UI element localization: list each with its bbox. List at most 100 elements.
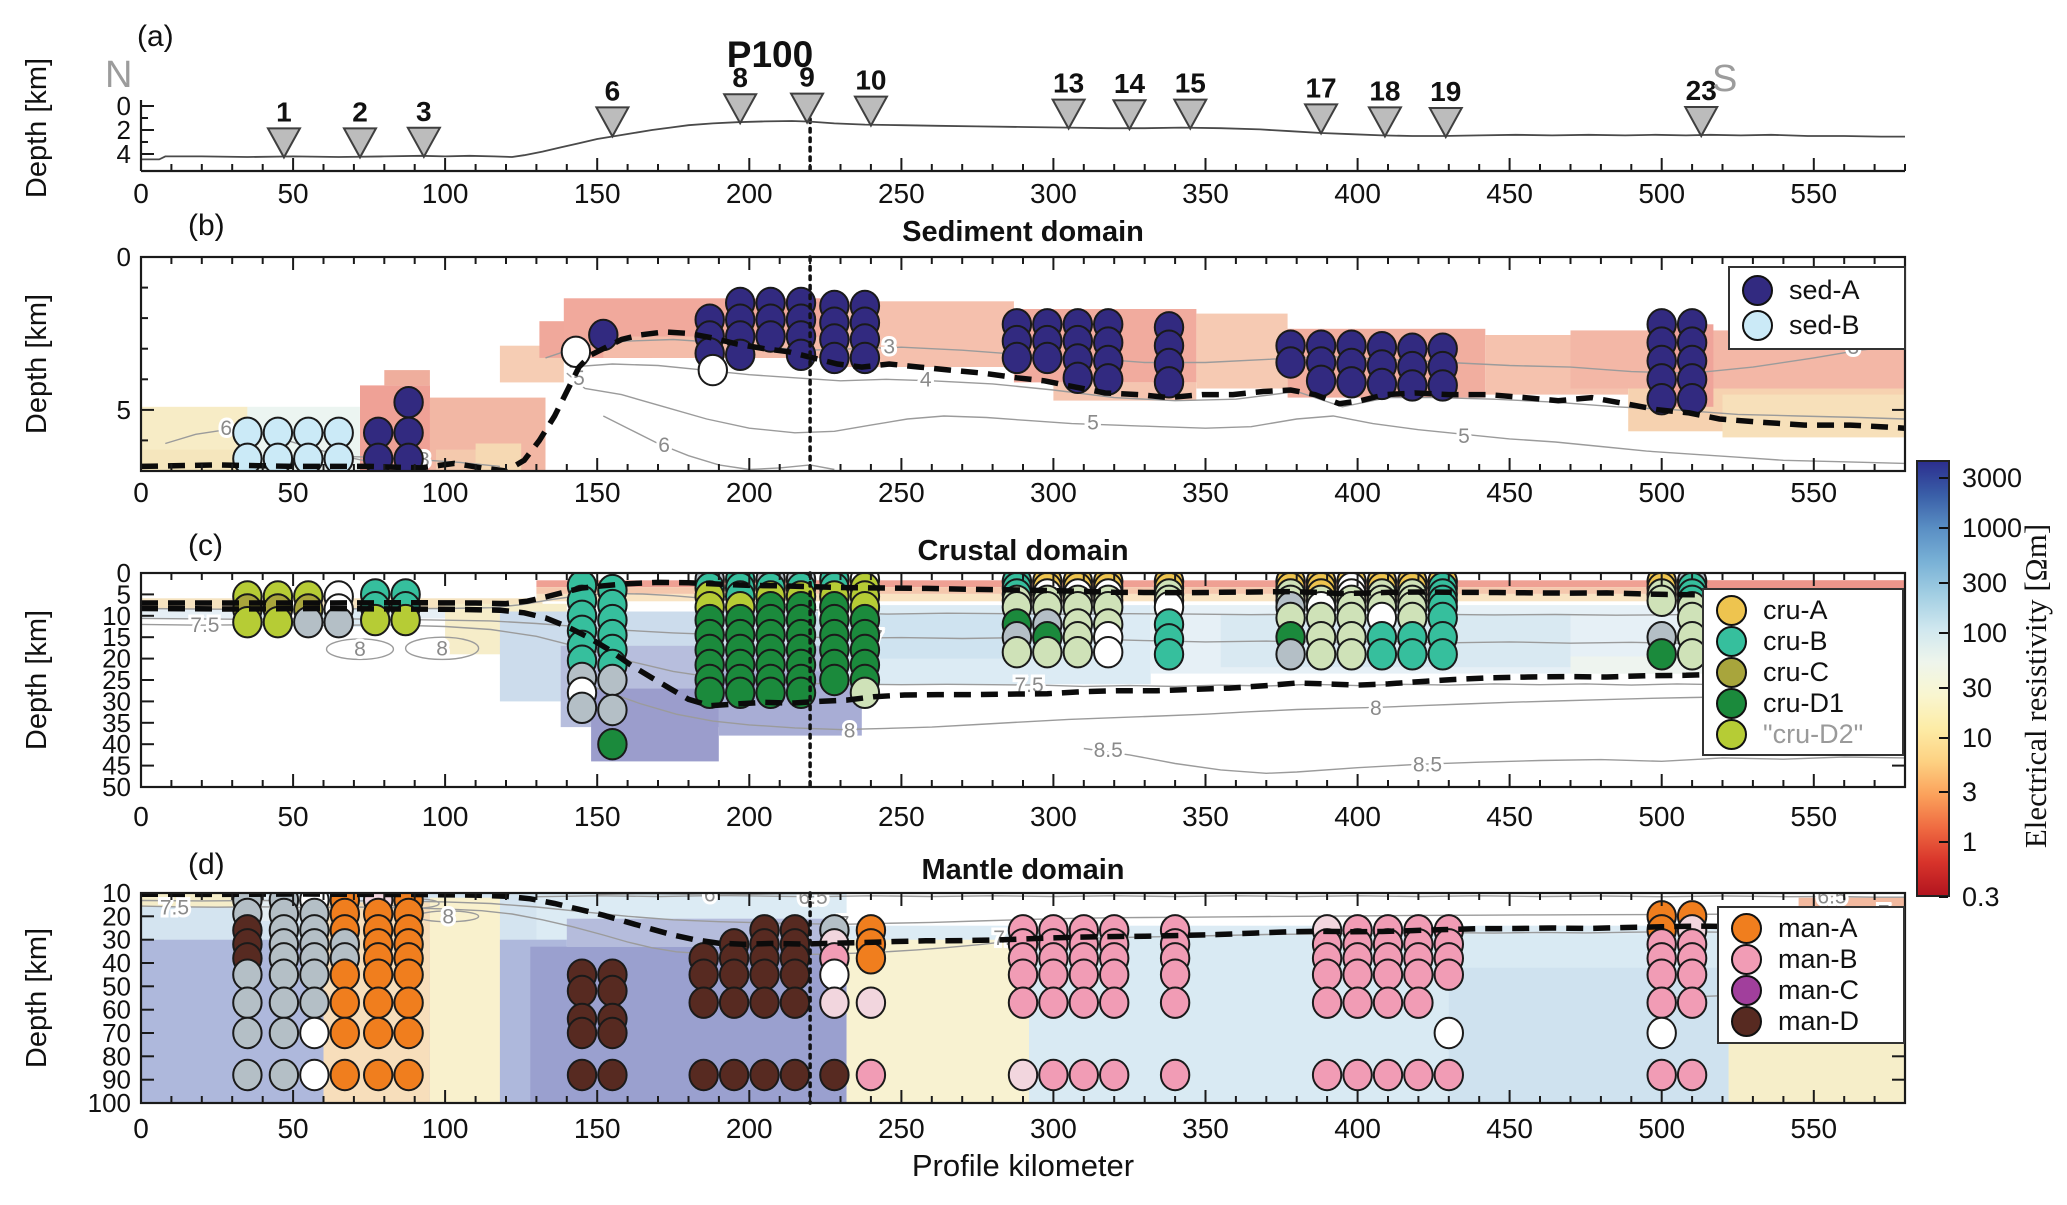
y-tick-label: 30 xyxy=(102,686,131,716)
pick-circle-sed-A xyxy=(725,338,756,371)
legend-label: cru-C xyxy=(1763,657,1829,687)
x-tick-label: 150 xyxy=(574,477,621,508)
boundary-dashed-line xyxy=(141,893,1905,948)
pick-circle-man-A xyxy=(329,1058,360,1092)
x-tick-label: 500 xyxy=(1638,477,1685,508)
resistivity-patch xyxy=(429,897,500,1103)
pick-circle-cru-D1 xyxy=(819,663,850,697)
pick-circle-open xyxy=(1646,1016,1677,1050)
legend-mantle: man-A man-B man-C man-D xyxy=(1717,906,1905,1044)
legend-item-sed-B: sed-B xyxy=(1742,310,1892,341)
y-tick-label: 5 xyxy=(117,395,131,425)
pick-circle-man-D xyxy=(566,1016,598,1050)
pick-circle-sed-A xyxy=(819,341,850,375)
resistivity-patch xyxy=(1196,313,1288,389)
contour-line xyxy=(566,372,1905,465)
station-number: 15 xyxy=(1175,68,1206,99)
panel-c-ylabel: Depth [km] xyxy=(21,609,53,751)
legend-item-sed-A: sed-A xyxy=(1742,275,1892,306)
pick-circle-man-D xyxy=(779,1058,811,1092)
pick-circle-sed-B xyxy=(262,442,294,471)
y-tick-label: 5 xyxy=(117,579,131,609)
pick-circle-man-D xyxy=(718,1058,750,1092)
station-number: 23 xyxy=(1686,75,1717,106)
legend-item-cru-B: cru-B xyxy=(1716,626,1890,657)
y-tick-label: 80 xyxy=(102,1041,131,1071)
legend-label: man-D xyxy=(1778,1006,1860,1036)
man-B-swatch-icon xyxy=(1731,944,1762,975)
colorbar-tick-label: 300 xyxy=(1962,568,2008,599)
pick-circle-gray xyxy=(293,606,324,639)
colorbar-tick xyxy=(1939,896,1948,898)
legend-item-cru-D2: "cru-D2" xyxy=(1716,719,1890,750)
x-tick-label: 250 xyxy=(878,1113,925,1144)
contour-label: 7.5 xyxy=(190,614,219,637)
colorbar-tick-label: 3000 xyxy=(1962,463,2023,494)
contour-line xyxy=(566,675,1905,731)
pick-circle-sed-B xyxy=(232,442,263,471)
legend-sediment: sed-A sed-B xyxy=(1728,266,1906,350)
contour-label: 8 xyxy=(844,720,856,743)
station-number: 19 xyxy=(1430,76,1461,107)
pick-circle-sed-A xyxy=(393,386,424,419)
y-tick-label: 30 xyxy=(102,925,131,955)
contour-label: 8 xyxy=(442,905,454,928)
x-tick-label: 400 xyxy=(1334,178,1381,209)
pick-circle-man-B xyxy=(1646,986,1677,1019)
pick-circle-man-B xyxy=(1403,1058,1434,1092)
pick-circle-paleP xyxy=(1007,1058,1039,1092)
y-tick-label: 35 xyxy=(102,708,131,738)
contour-label: 7.5 xyxy=(160,896,189,919)
x-tick-label: 150 xyxy=(574,1113,621,1144)
panel-d-ylabel: Depth [km] xyxy=(21,927,53,1069)
contour-label: 8 xyxy=(354,638,366,661)
pick-circle-cru-D1 xyxy=(1646,638,1677,671)
pick-circle-man-A xyxy=(329,1016,360,1050)
pick-circle-man-A xyxy=(393,958,424,991)
y-tick-label: 40 xyxy=(102,948,131,978)
x-tick-label: 250 xyxy=(878,801,925,832)
pick-circle-cru-D2 xyxy=(360,603,391,637)
y-tick-label: 20 xyxy=(102,644,131,674)
panel-d-letter: (d) xyxy=(188,848,225,881)
colorbar-tick xyxy=(1939,736,1948,739)
x-tick-label: 100 xyxy=(422,801,469,832)
pick-circle-cru-B xyxy=(1153,638,1185,671)
legend-label: "cru-D2" xyxy=(1763,719,1864,749)
colorbar-title: Electrical resistivity [Ωm] xyxy=(2018,523,2053,849)
man-D-swatch-icon xyxy=(1731,1006,1762,1037)
pick-circle-man-B xyxy=(1646,1058,1677,1092)
pick-circle-gray xyxy=(232,1058,263,1092)
pick-circle-man-D xyxy=(718,986,750,1019)
boundary-dashed-line xyxy=(141,579,1905,607)
panel-a-ylabel: Depth [km] xyxy=(21,57,53,199)
pick-circle-gray xyxy=(597,693,628,727)
panel-b: 3334555660501001502002503003504004505005… xyxy=(117,242,1907,508)
x-axis-label: Profile kilometer xyxy=(911,1148,1135,1183)
pick-circle-man-B xyxy=(1311,1058,1343,1092)
x-tick-label: 550 xyxy=(1790,477,1837,508)
station-triangle-icon xyxy=(594,106,631,139)
pick-circle-gray xyxy=(232,986,263,1019)
pick-circle-pale xyxy=(1062,636,1094,669)
y-tick-label: 0 xyxy=(117,91,131,121)
contour-label: 8.5 xyxy=(1094,739,1123,762)
colorbar-tick xyxy=(1939,527,1948,530)
legend-label: sed-B xyxy=(1789,310,1860,340)
station-number: 2 xyxy=(352,96,368,127)
pick-circle-man-A xyxy=(393,1016,424,1050)
y-tick-label: 70 xyxy=(102,1018,131,1048)
pick-circle-open xyxy=(560,335,592,368)
pick-circle-man-D xyxy=(566,1058,598,1092)
x-tick-label: 500 xyxy=(1638,1113,1685,1144)
x-tick-label: 100 xyxy=(422,1113,469,1144)
station-number: 6 xyxy=(605,75,621,106)
pick-circle-sed-A xyxy=(1366,367,1398,401)
station-triangle-icon xyxy=(266,127,302,160)
pick-circle-cru-D2 xyxy=(390,603,421,637)
pick-circle-man-B xyxy=(1038,1058,1069,1092)
station-triangle-icon xyxy=(406,126,442,159)
